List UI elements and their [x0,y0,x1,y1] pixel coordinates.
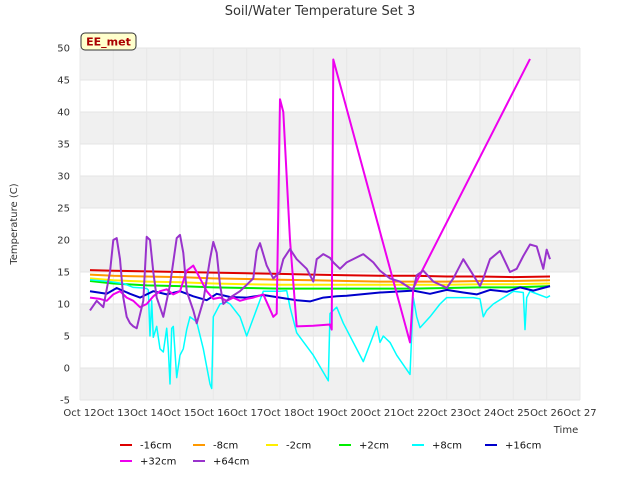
legend-label[interactable]: +8cm [432,441,462,452]
plot-area [80,48,580,400]
y-tick-label: 30 [57,172,70,183]
y-tick-label: 25 [57,204,70,215]
series-line-plus16cm [89,285,551,303]
x-tick-label: Oct 19 [297,408,330,419]
legend-label[interactable]: -16cm [140,441,172,452]
annotation-label: EE_met [86,36,131,49]
y-tick-label: -5 [60,396,70,407]
plot-band [80,240,580,272]
series-line-plus64cm [89,233,551,330]
x-tick-label: Oct 25 [497,408,530,419]
annotation-box [80,32,137,51]
x-tick-label: Oct 24 [463,408,496,419]
x-axis-title: Time [553,425,578,436]
x-tick-label: Oct 27 [563,408,596,419]
legend-label[interactable]: -8cm [213,441,238,452]
series-line-minus2cm [89,277,551,286]
x-tick-label: Oct 23 [430,408,463,419]
plot-band [80,48,580,80]
y-axis-title: Temperature (C) [9,183,20,265]
x-tick-label: Oct 13 [97,408,130,419]
legend-label[interactable]: +16cm [505,441,541,452]
series-line-minus16cm [89,269,551,279]
plot-band [80,176,580,208]
x-tick-label: Oct 26 [530,408,563,419]
y-tick-label: 5 [64,332,70,343]
x-tick-label: Oct 14 [130,408,163,419]
x-tick-label: Oct 21 [363,408,396,419]
x-tick-label: Oct 16 [197,408,230,419]
legend-label[interactable]: +2cm [359,441,389,452]
x-tick-label: Oct 18 [263,408,296,419]
plot-band [80,112,580,144]
legend-label[interactable]: +64cm [213,457,249,468]
series-line-plus32cm [89,58,531,344]
legend-label[interactable]: -2cm [286,441,311,452]
x-tick-label: Oct 20 [330,408,363,419]
y-tick-label: 15 [57,268,70,279]
y-tick-label: 40 [57,108,70,119]
y-tick-label: 45 [57,76,70,87]
x-tick-label: Oct 17 [230,408,263,419]
legend-label[interactable]: +32cm [140,457,176,468]
x-tick-label: Oct 12 [63,408,96,419]
x-tick-label: Oct 22 [397,408,430,419]
chart-title: Soil/Water Temperature Set 3 [225,4,416,19]
y-tick-label: 20 [57,236,70,247]
y-tick-label: 0 [64,364,70,375]
series-line-plus2cm [89,280,551,290]
y-tick-label: 50 [57,44,70,55]
x-tick-label: Oct 15 [163,408,196,419]
plot-band [80,368,580,400]
y-tick-label: 10 [57,300,70,311]
y-tick-label: 35 [57,140,70,151]
series-line-plus8cm [89,278,551,390]
